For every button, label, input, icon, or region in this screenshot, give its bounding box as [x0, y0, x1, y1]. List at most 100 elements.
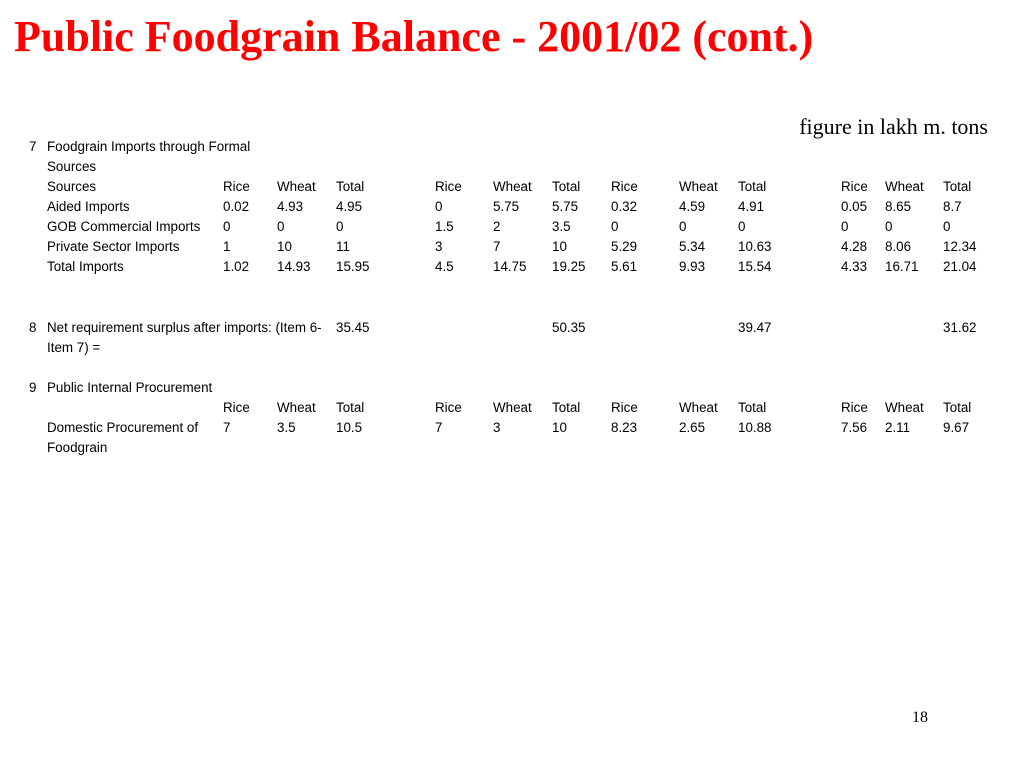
column-header: Rice	[611, 179, 638, 194]
table-cell: 3.5	[552, 219, 571, 234]
table-cell: 15.95	[336, 259, 370, 274]
table-cell: 11	[336, 239, 350, 254]
table-cell: 10.63	[738, 239, 772, 254]
table-cell: 7	[435, 420, 443, 435]
row-label: Domestic Procurement of Foodgrain	[47, 420, 199, 455]
column-header: Wheat	[277, 179, 316, 194]
table-cell: 5.75	[493, 199, 520, 214]
row-label: Aided Imports	[47, 199, 130, 214]
table-cell: 1.5	[435, 219, 454, 234]
table-cell: 10	[277, 239, 292, 254]
table-cell: 10	[552, 239, 567, 254]
unit-note: figure in lakh m. tons	[799, 114, 988, 139]
table-cell: 4.5	[435, 259, 454, 274]
table-cell: 19.25	[552, 259, 586, 274]
column-header: Total	[336, 179, 365, 194]
table-cell: 0.05	[841, 199, 868, 214]
table-cell: 1	[223, 239, 231, 254]
table-cell: 5.61	[611, 259, 638, 274]
net-requirement-total-4: 31.62	[943, 320, 977, 335]
table-cell: 9.67	[943, 420, 970, 435]
row-label: Private Sector Imports	[47, 239, 180, 254]
net-requirement-total-1: 35.45	[336, 320, 370, 335]
column-header: Rice	[435, 179, 462, 194]
column-header: Rice	[435, 400, 462, 415]
net-requirement-total-3: 39.47	[738, 320, 772, 335]
table-cell: 3	[493, 420, 501, 435]
item-number-9: 9	[29, 380, 37, 395]
table-cell: 8.06	[885, 239, 912, 254]
column-header: Total	[943, 400, 972, 415]
column-header: Total	[552, 400, 581, 415]
item-number-7: 7	[29, 139, 37, 154]
column-header: Total	[336, 400, 365, 415]
section-heading-procurement: Public Internal Procurement	[47, 380, 213, 395]
column-header: Rice	[223, 179, 250, 194]
table-cell: 0	[841, 219, 849, 234]
column-header: Total	[738, 179, 767, 194]
column-header: Total	[943, 179, 972, 194]
table-cell: 14.75	[493, 259, 527, 274]
table-cell: 2.11	[885, 420, 911, 435]
net-requirement-label: Net requirement surplus after imports: (…	[47, 320, 322, 355]
table-cell: 10.5	[336, 420, 363, 435]
column-header: Wheat	[679, 400, 718, 415]
row-label: GOB Commercial Imports	[47, 219, 201, 234]
column-header: Rice	[841, 400, 868, 415]
table-cell: 0	[885, 219, 893, 234]
table-cell: 0.32	[611, 199, 638, 214]
table-cell: 0	[679, 219, 687, 234]
table-cell: 10	[552, 420, 567, 435]
table-cell: 0	[943, 219, 951, 234]
table-cell: 4.91	[738, 199, 765, 214]
column-header: Total	[552, 179, 581, 194]
table-cell: 8.23	[611, 420, 638, 435]
table-cell: 5.29	[611, 239, 638, 254]
table-cell: 3	[435, 239, 443, 254]
table-cell: 15.54	[738, 259, 772, 274]
column-header: Wheat	[277, 400, 316, 415]
table-cell: 0	[738, 219, 746, 234]
table-cell: 2	[493, 219, 501, 234]
column-header: Wheat	[679, 179, 718, 194]
column-header: Wheat	[885, 179, 924, 194]
section-heading-imports: Foodgrain Imports through Formal Sources	[47, 139, 251, 174]
table-cell: 5.34	[679, 239, 706, 254]
slide-title: Public Foodgrain Balance - 2001/02 (cont…	[14, 12, 814, 61]
table-cell: 5.75	[552, 199, 579, 214]
table-cell: 7	[493, 239, 501, 254]
table-cell: 8.7	[943, 199, 962, 214]
table-cell: 0	[277, 219, 285, 234]
table-cell: 4.95	[336, 199, 363, 214]
table-cell: 0	[611, 219, 619, 234]
column-header: Total	[738, 400, 767, 415]
table-cell: 4.33	[841, 259, 868, 274]
table-cell: 0	[435, 199, 443, 214]
item-number-8: 8	[29, 320, 37, 335]
table-cell: 4.93	[277, 199, 304, 214]
table-cell: 7.56	[841, 420, 868, 435]
table-cell: 10.88	[738, 420, 772, 435]
table-cell: 8.65	[885, 199, 912, 214]
table-cell: 1.02	[223, 259, 250, 274]
column-header: Wheat	[493, 179, 532, 194]
column-header: Wheat	[885, 400, 924, 415]
table-cell: 2.65	[679, 420, 706, 435]
table-cell: 0	[223, 219, 231, 234]
table-cell: 16.71	[885, 259, 919, 274]
table-cell: 4.28	[841, 239, 868, 254]
table-cell: 7	[223, 420, 231, 435]
column-header: Rice	[841, 179, 868, 194]
col-header-sources: Sources	[47, 179, 97, 194]
net-requirement-total-2: 50.35	[552, 320, 586, 335]
table-cell: 12.34	[943, 239, 977, 254]
table-cell: 9.93	[679, 259, 706, 274]
table-cell: 14.93	[277, 259, 311, 274]
table-cell: 21.04	[943, 259, 977, 274]
table-cell: 3.5	[277, 420, 296, 435]
row-label: Total Imports	[47, 259, 124, 274]
table-cell: 4.59	[679, 199, 706, 214]
table-cell: 0	[336, 219, 344, 234]
column-header: Rice	[223, 400, 250, 415]
